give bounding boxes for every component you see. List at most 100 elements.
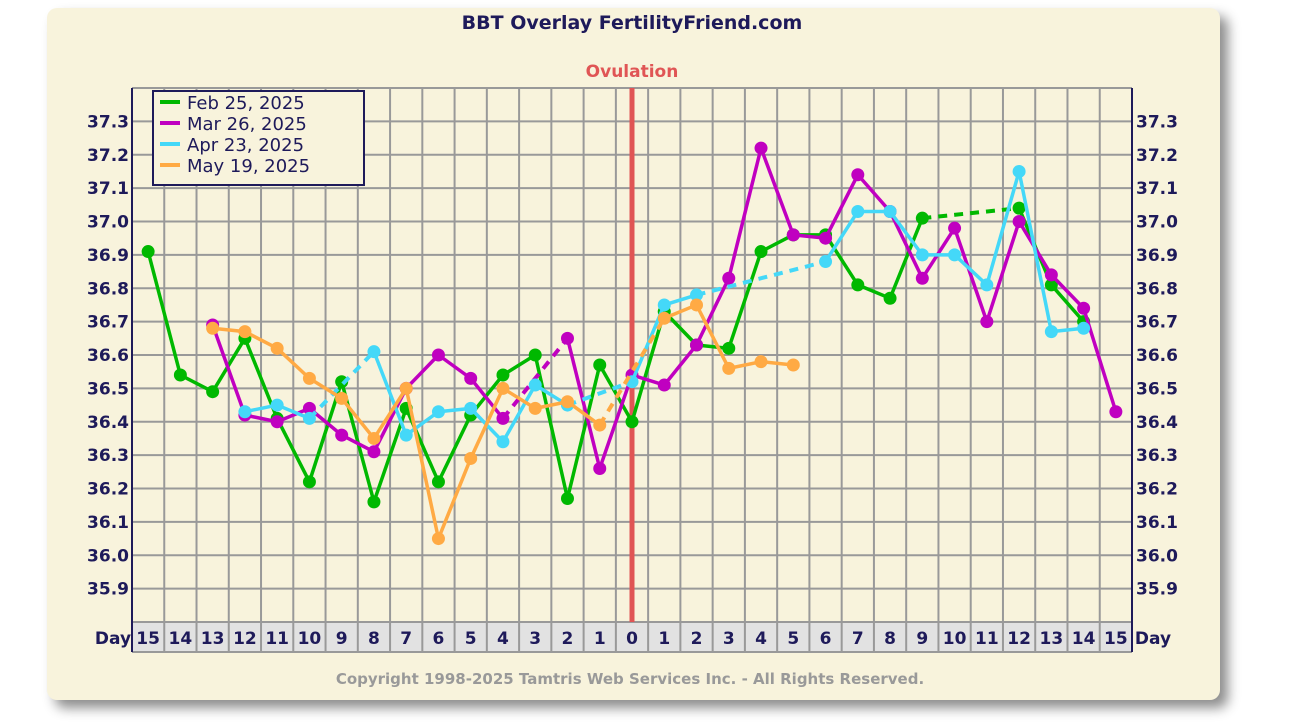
data-point (980, 315, 994, 329)
data-point (883, 204, 897, 218)
data-point (528, 378, 542, 392)
legend-label: Apr 23, 2025 (187, 135, 304, 156)
data-point (722, 271, 736, 285)
series-line-segment (630, 311, 666, 423)
data-point (915, 248, 929, 262)
data-point (302, 401, 316, 415)
data-point (851, 278, 865, 292)
x-tick-label: 0 (626, 629, 638, 649)
y-tick-label-left: 36.5 (87, 379, 129, 399)
y-tick-label-right: 35.9 (1136, 580, 1178, 600)
series-line-segment (985, 170, 1021, 286)
y-tick-label-left: 36.8 (87, 279, 129, 299)
data-point (851, 168, 865, 182)
x-tick-label: 2 (562, 629, 574, 649)
data-point (302, 411, 316, 425)
data-point (948, 248, 962, 262)
data-point (238, 405, 252, 419)
x-tick-label: 9 (336, 629, 348, 649)
series-line-segment (275, 417, 311, 483)
series-line-segment (985, 220, 1021, 323)
y-tick-label-left: 37.1 (87, 179, 129, 199)
x-axis-band (132, 622, 1132, 652)
x-tick-label: 7 (852, 629, 864, 649)
data-point (431, 475, 445, 489)
x-axis-label-left: Day (95, 629, 131, 649)
data-point (754, 141, 768, 155)
y-tick-label-left: 36.9 (87, 246, 129, 266)
data-point (593, 461, 607, 475)
data-point (464, 371, 478, 385)
series-line-segment (533, 354, 570, 499)
data-point (1012, 201, 1026, 215)
series-line-segment (469, 377, 505, 420)
series-line-segment (372, 351, 408, 436)
series-line-segment (1050, 273, 1085, 310)
series-line-segment (469, 387, 505, 460)
data-point (367, 495, 381, 509)
series-4 (206, 298, 800, 546)
x-tick-label: 15 (136, 629, 160, 649)
y-tick-label-right: 36.5 (1136, 379, 1178, 399)
series-line-segment (372, 387, 408, 440)
y-tick-label-right: 37.3 (1136, 112, 1178, 132)
series-line-segment (952, 227, 989, 323)
series-line-segment (727, 250, 763, 349)
data-point (173, 368, 187, 382)
data-point (1077, 301, 1091, 315)
x-tick-label: 13 (1040, 629, 1064, 649)
series-gap-line (922, 206, 1020, 221)
data-point (431, 532, 445, 546)
x-tick-label: 11 (265, 629, 289, 649)
data-point (1109, 405, 1123, 419)
x-tick-label: 6 (433, 629, 445, 649)
data-point (335, 391, 349, 405)
y-tick-label-right: 36.4 (1136, 413, 1178, 433)
data-point (496, 368, 510, 382)
x-tick-label: 1 (594, 629, 606, 649)
data-point (367, 445, 381, 459)
series-line-segment (1017, 171, 1054, 332)
data-point (302, 475, 316, 489)
data-point (1012, 164, 1026, 178)
series-line-segment (275, 347, 311, 380)
x-tick-label: 6 (820, 629, 832, 649)
x-tick-label: 13 (201, 629, 225, 649)
data-point (1012, 215, 1026, 228)
x-tick-label: 5 (787, 629, 799, 649)
y-tick-label-left: 36.6 (87, 346, 129, 366)
data-point (367, 431, 381, 445)
series-line-segment (694, 304, 731, 370)
y-tick-label-right: 36.2 (1136, 480, 1178, 500)
data-point (1044, 278, 1058, 292)
x-tick-label: 12 (1007, 629, 1031, 649)
x-tick-label: 14 (169, 629, 193, 649)
series-group (141, 141, 1123, 546)
data-point (1044, 325, 1058, 339)
data-point (657, 311, 671, 325)
data-point (1077, 321, 1091, 335)
data-point (560, 492, 574, 506)
data-point (335, 428, 349, 442)
series-line-segment (824, 233, 860, 286)
series-line-segment (662, 343, 698, 387)
series-line-segment (823, 173, 860, 239)
y-tick-label-left: 35.9 (87, 580, 129, 600)
x-tick-label: 2 (691, 629, 703, 649)
x-tick-label: 3 (723, 629, 735, 649)
y-tick-label-left: 36.2 (87, 480, 129, 500)
data-point (528, 401, 542, 415)
data-point (915, 211, 929, 225)
data-point (302, 371, 316, 385)
series-line-segment (565, 364, 602, 499)
series-line-segment (1050, 283, 1085, 323)
series-line-segment (598, 364, 634, 423)
y-tick-label-left: 36.7 (87, 313, 129, 333)
data-point (1044, 268, 1058, 282)
data-point (399, 381, 413, 395)
series-gap-line (696, 259, 827, 297)
data-point (206, 321, 220, 335)
x-axis: 15 14 13 12 11 10 9 8 7 6 5 4 3 2 1 0 1 2 3 4 5 6 7 8 9 10 11 12 13 1… (95, 629, 1171, 649)
ovulation-label: Ovulation (586, 62, 679, 82)
